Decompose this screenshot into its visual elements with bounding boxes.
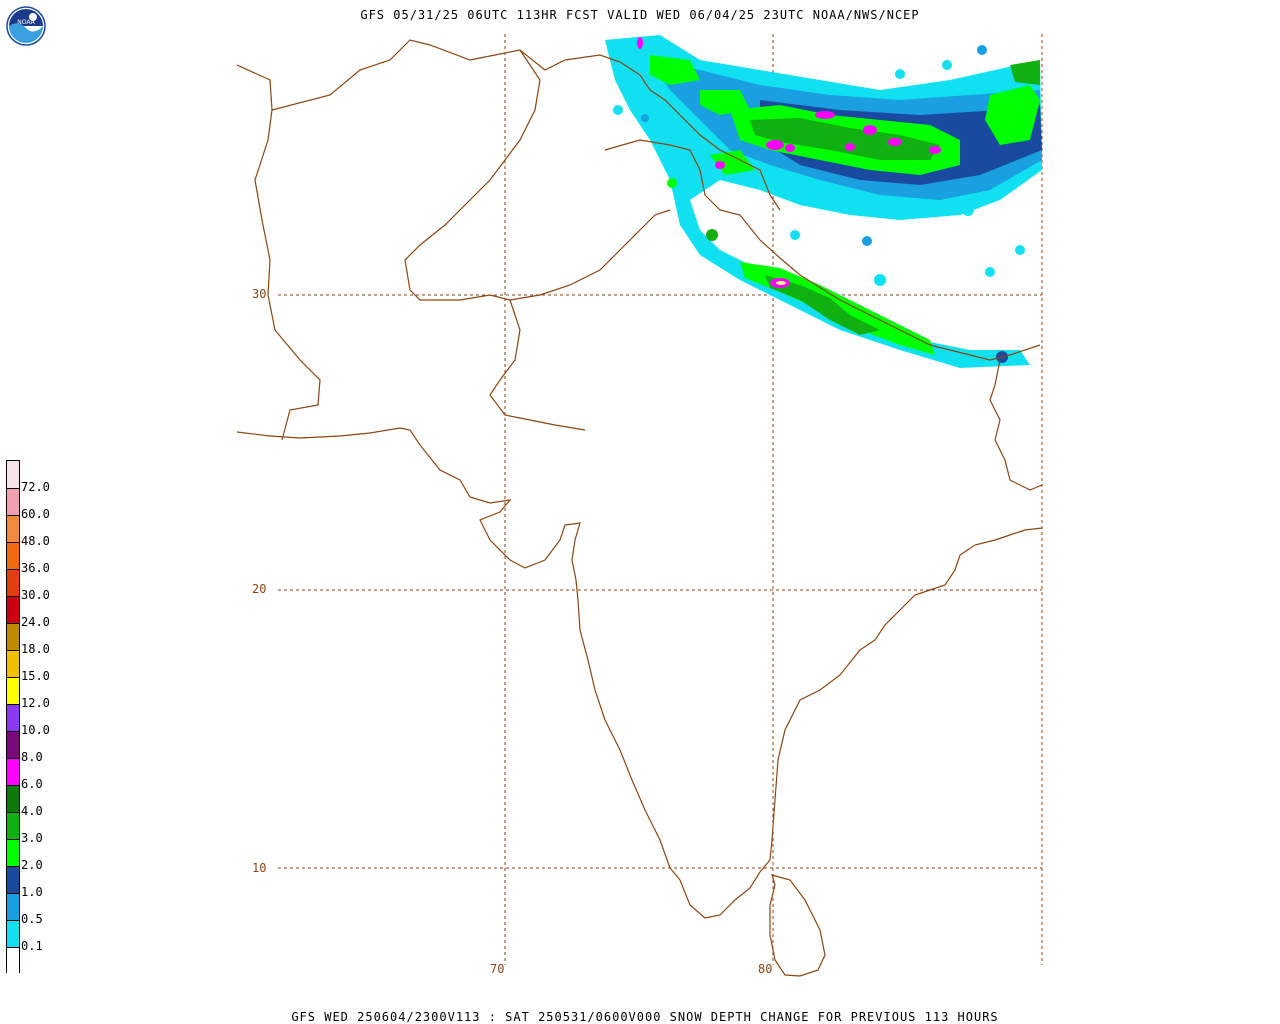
snow-depth-field bbox=[605, 35, 1042, 368]
legend-swatch bbox=[7, 623, 19, 651]
legend-label: 48.0 bbox=[21, 534, 50, 548]
legend-swatch bbox=[7, 677, 19, 705]
legend-swatch bbox=[7, 596, 19, 624]
graticule bbox=[278, 34, 1043, 965]
lat-label-10: 10 bbox=[252, 861, 267, 875]
legend-label: 15.0 bbox=[21, 669, 50, 683]
legend-label: 30.0 bbox=[21, 588, 50, 602]
legend-label: 1.0 bbox=[21, 885, 43, 899]
legend-label: 24.0 bbox=[21, 615, 50, 629]
legend-swatch bbox=[7, 839, 19, 867]
legend-label: 2.0 bbox=[21, 858, 43, 872]
noaa-logo: NOAA bbox=[6, 6, 46, 46]
legend-label: 0.1 bbox=[21, 939, 43, 953]
legend-label: 8.0 bbox=[21, 750, 43, 764]
legend-swatch bbox=[7, 731, 19, 759]
legend-label: 18.0 bbox=[21, 642, 50, 656]
legend-swatch bbox=[7, 515, 19, 543]
legend-swatch bbox=[7, 569, 19, 597]
legend-swatch bbox=[7, 866, 19, 894]
legend-swatch bbox=[7, 947, 19, 975]
legend-label: 6.0 bbox=[21, 777, 43, 791]
logo-text: NOAA bbox=[17, 19, 35, 26]
legend-label: 10.0 bbox=[21, 723, 50, 737]
lon-label-80: 80 bbox=[758, 962, 773, 976]
lon-label-70: 70 bbox=[490, 962, 505, 976]
legend-label: 4.0 bbox=[21, 804, 43, 818]
legend-swatch bbox=[7, 785, 19, 813]
legend-label: 36.0 bbox=[21, 561, 50, 575]
legend-swatch bbox=[7, 488, 19, 516]
legend-label: 3.0 bbox=[21, 831, 43, 845]
legend-swatch bbox=[7, 650, 19, 678]
color-legend bbox=[6, 460, 20, 975]
legend-swatch bbox=[7, 758, 19, 786]
legend-swatch bbox=[7, 704, 19, 732]
legend-label: 60.0 bbox=[21, 507, 50, 521]
lat-label-30: 30 bbox=[252, 287, 267, 301]
chart-footer: GFS WED 250604/2300V113 : SAT 250531/060… bbox=[291, 1010, 999, 1024]
chart-title: GFS 05/31/25 06UTC 113HR FCST VALID WED … bbox=[360, 8, 920, 22]
legend-label: 0.5 bbox=[21, 912, 43, 926]
legend-label: 72.0 bbox=[21, 480, 50, 494]
legend-swatch bbox=[7, 893, 19, 921]
legend-swatch bbox=[7, 920, 19, 948]
map-canvas bbox=[236, 34, 1043, 977]
coastlines-and-borders bbox=[236, 39, 1043, 977]
legend-swatch bbox=[7, 812, 19, 840]
lat-label-20: 20 bbox=[252, 582, 267, 596]
legend-swatch bbox=[7, 542, 19, 570]
legend-label: 12.0 bbox=[21, 696, 50, 710]
legend-swatch bbox=[7, 461, 19, 488]
